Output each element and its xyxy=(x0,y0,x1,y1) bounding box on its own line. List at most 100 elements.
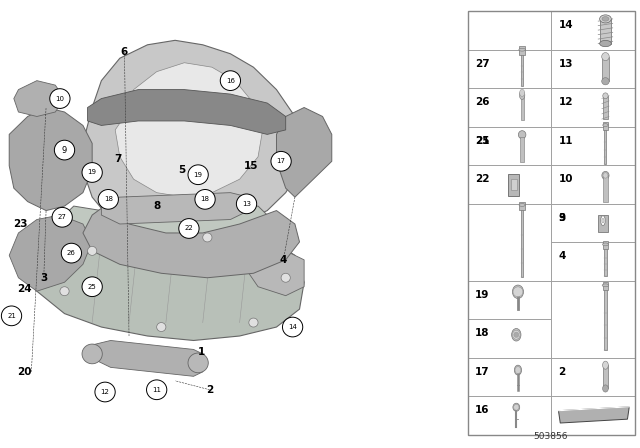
Ellipse shape xyxy=(513,287,523,297)
Bar xyxy=(519,47,525,55)
Bar xyxy=(600,19,611,43)
Bar xyxy=(551,280,635,358)
Bar xyxy=(468,11,551,50)
Circle shape xyxy=(188,165,208,185)
Ellipse shape xyxy=(602,284,609,287)
Bar xyxy=(468,319,551,358)
Circle shape xyxy=(61,243,81,263)
Circle shape xyxy=(195,190,215,209)
Text: 15: 15 xyxy=(244,161,259,171)
Text: 7: 7 xyxy=(114,154,121,164)
Bar xyxy=(551,242,635,280)
Bar xyxy=(604,176,607,202)
Bar xyxy=(603,365,609,388)
Text: 17: 17 xyxy=(475,366,490,377)
Bar xyxy=(468,358,551,396)
Ellipse shape xyxy=(601,215,605,225)
Ellipse shape xyxy=(603,361,609,369)
Circle shape xyxy=(179,219,199,238)
Text: 26: 26 xyxy=(67,250,76,256)
Ellipse shape xyxy=(514,405,519,410)
Circle shape xyxy=(236,194,257,214)
Polygon shape xyxy=(32,224,304,340)
Ellipse shape xyxy=(603,124,608,126)
Text: 22: 22 xyxy=(184,225,193,232)
Text: 27: 27 xyxy=(475,59,490,69)
Polygon shape xyxy=(88,90,285,134)
Polygon shape xyxy=(101,193,249,224)
Text: 13: 13 xyxy=(559,59,573,69)
Ellipse shape xyxy=(603,93,608,99)
Text: 20: 20 xyxy=(17,367,32,377)
Ellipse shape xyxy=(602,78,609,85)
Circle shape xyxy=(50,89,70,108)
Circle shape xyxy=(60,287,69,296)
Ellipse shape xyxy=(602,218,604,223)
Polygon shape xyxy=(9,215,92,291)
Text: 4: 4 xyxy=(559,251,566,261)
Ellipse shape xyxy=(513,330,520,339)
Text: 18: 18 xyxy=(200,196,209,202)
Text: 12: 12 xyxy=(559,97,573,107)
Text: 18: 18 xyxy=(475,328,490,338)
Text: 8: 8 xyxy=(153,201,160,211)
Bar xyxy=(603,96,608,119)
Text: 17: 17 xyxy=(276,158,285,164)
Text: 5: 5 xyxy=(179,165,186,175)
Text: 4: 4 xyxy=(280,255,287,265)
Text: 25: 25 xyxy=(88,284,97,290)
Ellipse shape xyxy=(511,328,521,341)
Circle shape xyxy=(82,344,102,364)
Text: 14: 14 xyxy=(559,20,573,30)
Circle shape xyxy=(82,277,102,297)
Ellipse shape xyxy=(519,48,525,51)
Polygon shape xyxy=(559,407,629,423)
Circle shape xyxy=(249,318,258,327)
Ellipse shape xyxy=(519,203,525,207)
Bar xyxy=(598,215,608,232)
Ellipse shape xyxy=(600,15,611,23)
Bar xyxy=(551,204,635,242)
Text: 19: 19 xyxy=(88,169,97,176)
Bar xyxy=(551,88,635,127)
Ellipse shape xyxy=(603,243,609,246)
Bar xyxy=(468,165,551,204)
Bar xyxy=(602,56,609,81)
Circle shape xyxy=(282,317,303,337)
Text: 1: 1 xyxy=(198,347,205,357)
Polygon shape xyxy=(14,81,65,116)
Bar xyxy=(603,282,609,290)
Bar xyxy=(511,179,516,190)
Text: 22: 22 xyxy=(475,174,490,184)
Polygon shape xyxy=(115,63,262,197)
Text: 3: 3 xyxy=(559,213,566,223)
Ellipse shape xyxy=(602,172,609,180)
Bar xyxy=(551,358,635,396)
Bar xyxy=(551,127,635,165)
Circle shape xyxy=(147,380,167,400)
Ellipse shape xyxy=(515,365,522,375)
Bar xyxy=(551,396,635,435)
Circle shape xyxy=(98,190,118,209)
Circle shape xyxy=(82,163,102,182)
Bar xyxy=(468,204,551,280)
Bar xyxy=(604,247,607,276)
Circle shape xyxy=(157,323,166,332)
Text: 3: 3 xyxy=(40,273,47,283)
Text: 10: 10 xyxy=(559,174,573,184)
Text: 19: 19 xyxy=(194,172,203,178)
Text: 2: 2 xyxy=(206,385,213,395)
Circle shape xyxy=(271,151,291,171)
Polygon shape xyxy=(92,340,203,376)
Text: 12: 12 xyxy=(100,389,109,395)
Text: 10: 10 xyxy=(56,95,65,102)
Bar xyxy=(468,88,551,127)
Bar xyxy=(521,207,524,277)
Bar xyxy=(508,174,519,196)
Text: 503856: 503856 xyxy=(533,432,568,441)
Text: 21: 21 xyxy=(7,313,16,319)
Polygon shape xyxy=(249,251,304,296)
Bar xyxy=(520,95,524,120)
Bar xyxy=(468,280,551,319)
Polygon shape xyxy=(83,40,304,237)
